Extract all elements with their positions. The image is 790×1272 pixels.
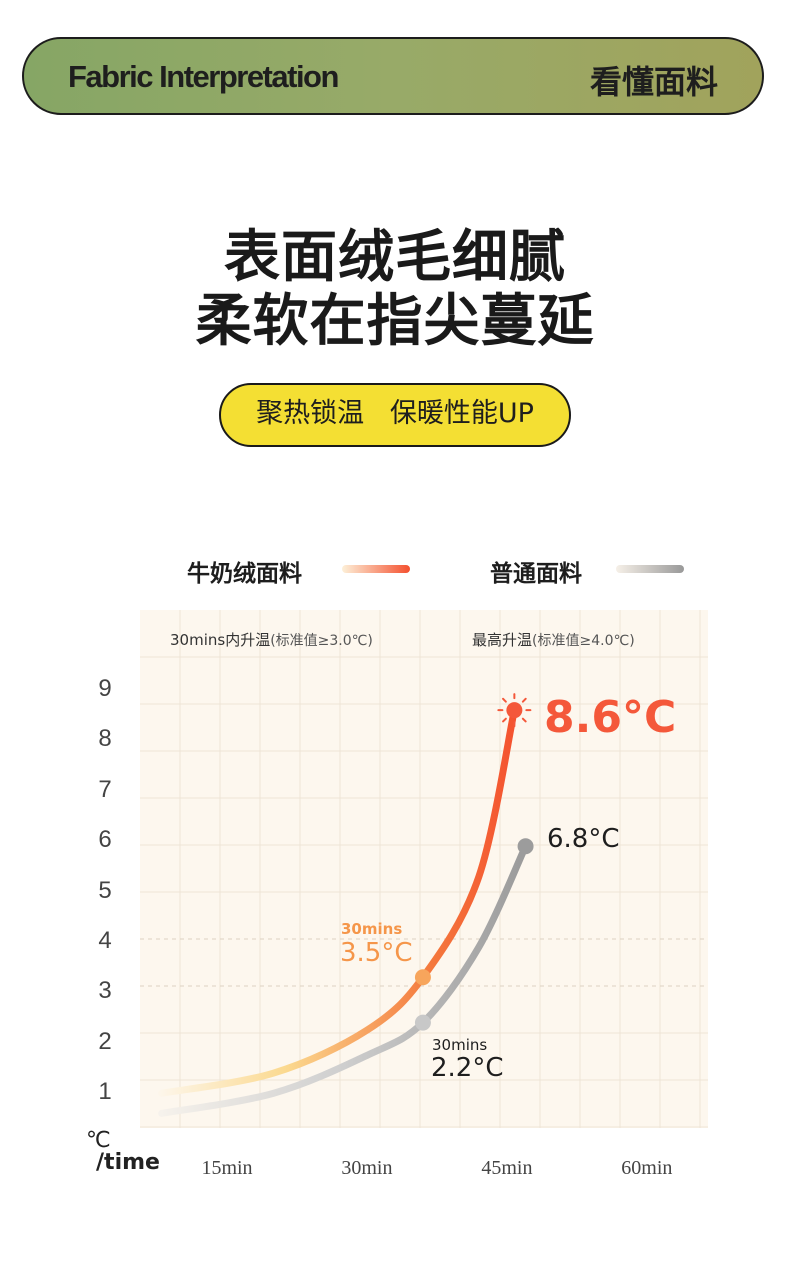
- data-point-30min: [414, 969, 431, 986]
- y-tick-label: 3: [98, 977, 112, 1005]
- y-tick-label: 7: [98, 775, 112, 803]
- y-tick-label: 4: [98, 927, 112, 954]
- y-tick-label: 9: [98, 675, 112, 702]
- x-tick-label: 45min: [481, 1157, 533, 1179]
- data-point-peak: [506, 702, 523, 719]
- y-tick-label: 1: [98, 1078, 112, 1106]
- normal-30min-value: 2.2°C: [431, 1053, 504, 1083]
- normal-30min-time: 30mins: [432, 1036, 488, 1054]
- milk-peak-label: 8.6°C: [544, 692, 677, 743]
- series-line-milk: [158, 706, 518, 1097]
- y-tick-label: 2: [98, 1027, 112, 1055]
- banner-title-cn: 看懂面料: [589, 63, 718, 101]
- x-tick-label: 60min: [621, 1157, 673, 1179]
- legend-label-milk: 牛奶绒面料: [187, 561, 302, 587]
- y-axis-unit: ℃: [86, 1128, 111, 1153]
- x-tick-label: 15min: [201, 1157, 253, 1179]
- x-tick-label: 30min: [341, 1157, 393, 1179]
- normal-peak-label: 6.8°C: [547, 824, 620, 854]
- y-tick-label: 5: [98, 876, 112, 904]
- headline-line1: 表面绒毛细腻: [224, 225, 566, 290]
- feature-pill: 聚热锁温 保暖性能UP: [219, 383, 571, 447]
- legend-swatch-normal: [616, 565, 684, 573]
- section-banner: Fabric Interpretation 看懂面料: [22, 37, 764, 115]
- y-tick-label: 6: [98, 826, 112, 854]
- y-tick-label: 8: [98, 725, 112, 753]
- note-30min-rise: 30mins内升温(标准值≥3.0℃): [170, 631, 373, 649]
- data-point-peak: [517, 838, 534, 855]
- sun-icon: [497, 693, 532, 728]
- series-line-normal: [158, 842, 530, 1117]
- grid: [140, 610, 708, 1128]
- headline-line2: 柔软在指尖蔓延: [195, 289, 595, 354]
- plot-area: [140, 610, 708, 1128]
- banner-title-en: Fabric Interpretation: [68, 59, 339, 94]
- legend-swatch-milk: [342, 565, 410, 573]
- legend-label-normal: 普通面料: [490, 561, 582, 587]
- milk-30min-value: 3.5°C: [340, 938, 413, 968]
- data-point-30min: [414, 1014, 431, 1031]
- milk-30min-time: 30mins: [341, 920, 403, 938]
- note-max-rise: 最高升温(标准值≥4.0℃): [472, 631, 635, 649]
- x-axis-label: /time: [96, 1150, 160, 1175]
